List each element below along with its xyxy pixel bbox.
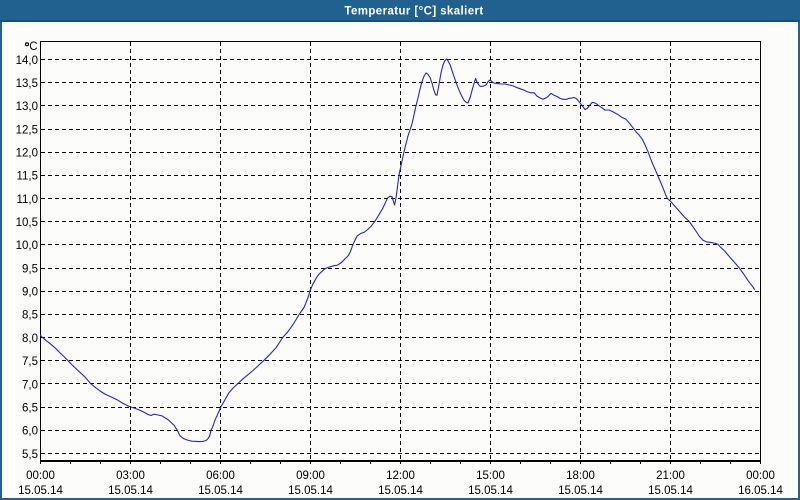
svg-text:9,5: 9,5 [22,263,38,275]
svg-text:15.05.14: 15.05.14 [648,485,693,497]
svg-text:7,0: 7,0 [22,379,38,391]
svg-text:8,5: 8,5 [22,310,38,322]
svg-text:8,0: 8,0 [22,333,38,345]
svg-text:C: C [29,41,37,53]
svg-text:16.05.14: 16.05.14 [738,485,783,497]
svg-text:03:00: 03:00 [116,470,145,482]
svg-text:10,5: 10,5 [16,217,38,229]
svg-text:Temperatur [°C] skaliert: Temperatur [°C] skaliert [344,6,483,18]
svg-text:14,0: 14,0 [16,55,38,67]
svg-text:15.05.14: 15.05.14 [198,485,243,497]
svg-text:18:00: 18:00 [566,470,595,482]
svg-text:13,0: 13,0 [16,101,38,113]
svg-text:15:00: 15:00 [476,470,505,482]
svg-text:15.05.14: 15.05.14 [378,485,423,497]
svg-text:11,5: 11,5 [16,171,38,183]
svg-text:6,0: 6,0 [22,426,38,438]
svg-text:11,0: 11,0 [16,194,38,206]
svg-text:15.05.14: 15.05.14 [558,485,603,497]
svg-text:6,5: 6,5 [22,402,38,414]
svg-text:00:00: 00:00 [26,470,55,482]
svg-text:13,5: 13,5 [16,78,38,90]
svg-text:12:00: 12:00 [386,470,415,482]
svg-text:15.05.14: 15.05.14 [288,485,333,497]
svg-text:5,5: 5,5 [22,449,38,461]
svg-text:7,5: 7,5 [22,356,38,368]
svg-text:12,0: 12,0 [16,148,38,160]
svg-text:09:00: 09:00 [296,470,325,482]
svg-text:21:00: 21:00 [656,470,685,482]
svg-text:9,0: 9,0 [22,287,38,299]
svg-text:15.05.14: 15.05.14 [108,485,153,497]
svg-text:10,0: 10,0 [16,240,38,252]
svg-text:00:00: 00:00 [746,470,775,482]
svg-text:06:00: 06:00 [206,470,235,482]
svg-text:12,5: 12,5 [16,124,38,136]
svg-text:15.05.14: 15.05.14 [468,485,513,497]
svg-text:15.05.14: 15.05.14 [18,485,63,497]
